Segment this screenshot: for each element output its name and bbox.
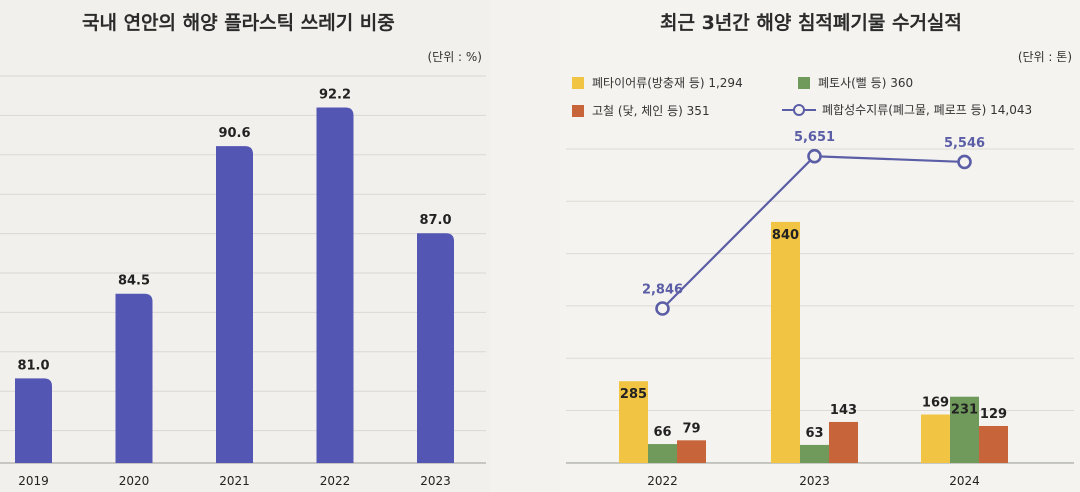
left-x-tick-2020: 2020 [119,474,150,488]
legend-item-synthetic: 폐합성수지류(폐그물, 폐로프 등) 14,043 [782,101,1032,118]
right-bar-2024-s0 [921,414,950,463]
left-value-label-2023: 87.0 [419,213,451,228]
right-value-label-2022-s0: 285 [620,387,647,402]
legend-label-sediment: 폐토사(뻘 등) 360 [818,76,914,90]
right-line-value-label-2022: 2,846 [642,283,683,298]
legend-label-synthetic: 폐합성수지류(폐그물, 폐로프 등) 14,043 [822,103,1033,117]
right-value-label-2023-s0: 840 [772,228,799,243]
right-bar-2023-s1 [800,444,829,463]
right-chart-panel: 최근 3년간 해양 침적폐기물 수거실적 (단위 : 톤) 폐타이어류(방충재 … [560,0,1080,492]
right-line-point-2023 [807,148,822,164]
left-value-label-2020: 84.5 [118,274,150,289]
legend-swatch-scrap [572,104,584,117]
left-x-tick-2019: 2019 [18,474,49,488]
right-bar-2024-s2 [979,425,1008,463]
left-bar-2023 [417,233,454,463]
right-line-point-2024 [957,154,972,170]
left-bar-2020 [115,293,153,463]
left-value-label-2022: 92.2 [319,87,351,102]
right-value-label-2023-s2: 143 [830,403,857,418]
legend-swatch-tires [572,76,584,89]
legend-item-scrap: 고철 (닻, 체인 등) 351 [572,102,710,119]
legend-label-scrap: 고철 (닻, 체인 등) 351 [592,104,710,118]
right-value-label-2022-s2: 79 [682,421,700,436]
left-chart-unit: (단위 : %) [427,50,482,64]
right-bar-2022-s2 [677,440,706,463]
left-chart-panel: 국내 연안의 해양 플라스틱 쓰레기 비중 (단위 : %) 81.0 2019 8… [0,0,490,492]
right-x-tick-2024: 2024 [949,474,980,488]
left-x-tick-2023: 2023 [420,474,451,488]
right-bar-2022-s1 [648,444,677,463]
legend-swatch-sediment [798,76,810,89]
left-x-tick-2022: 2022 [320,474,351,488]
right-value-label-2022-s1: 66 [653,425,671,440]
left-chart-svg: 81.0 2019 84.5 2020 90.6 2021 92.2 2022 87.0 2023 [0,75,486,488]
right-bar-2022-s0 [619,381,648,463]
right-bar-2023-s2 [829,421,858,463]
legend-item-sediment: 폐토사(뻘 등) 360 [798,74,913,91]
legend-line-icon [782,103,816,117]
left-value-label-2019: 81.0 [17,358,49,373]
right-line-value-label-2023: 5,651 [794,130,835,145]
right-chart-title: 최근 3년간 해양 침적폐기물 수거실적 [660,12,962,34]
right-value-label-2023-s1: 63 [805,426,823,441]
right-line-point-2022 [655,301,670,316]
right-chart-unit: (단위 : 톤) [1017,50,1072,64]
right-x-tick-2023: 2023 [799,474,830,488]
left-chart-title: 국내 연안의 해양 플라스틱 쓰레기 비중 [82,12,395,34]
left-bar-2022 [316,107,354,463]
left-x-tick-2021: 2021 [219,474,250,488]
left-bar-2019 [15,378,52,463]
right-x-tick-2022: 2022 [647,474,678,488]
left-bar-2021 [216,146,253,464]
right-line-value-label-2024: 5,546 [944,136,985,151]
right-value-label-2024-s0: 169 [922,395,949,410]
right-value-label-2024-s1: 231 [951,403,978,418]
legend-item-tires: 폐타이어류(방충재 등) 1,294 [572,74,743,91]
right-bar-2023-s0 [771,221,800,463]
right-line-synthetic [661,155,965,310]
right-bar-2024-s1 [950,396,979,463]
left-value-label-2021: 90.6 [218,126,250,141]
legend-label-tires: 폐타이어류(방충재 등) 1,294 [592,76,743,90]
right-chart-svg: 285 66 79 2022 840 63 143 2023 169 231 129 2024 2,84… [566,130,1074,488]
right-value-label-2024-s2: 129 [980,407,1007,422]
